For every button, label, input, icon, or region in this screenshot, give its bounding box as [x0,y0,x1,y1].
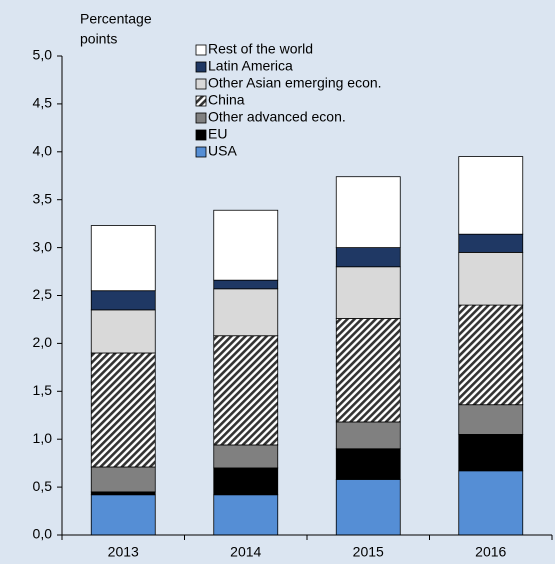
y-tick-label: 3,0 [33,238,53,254]
bar-segment [213,467,279,496]
y-tick-label: 2,5 [33,286,53,302]
bar-segment [335,479,401,536]
y-tick-label: 4,0 [33,143,53,159]
y-tick-label: 0,0 [33,526,53,542]
bar-segment [458,156,524,235]
x-tick-label: 2014 [230,544,261,560]
legend-swatch [195,78,207,90]
legend-swatch [195,146,207,158]
bar-segment [213,288,279,337]
bar-segment [458,404,524,435]
bar-segment [90,466,156,493]
y-axis-label: points [80,31,117,47]
bar-segment [458,304,524,406]
bar-segment [458,470,524,536]
bar-segment [90,225,156,292]
bar-segment [335,448,401,480]
legend-swatch [195,112,207,124]
bar-segment [90,491,156,496]
bar-segment [458,251,524,306]
y-axis-label: Percentage [80,11,152,27]
y-tick-label: 1,5 [33,382,53,398]
bar-segment [90,290,156,311]
bar-segment [213,335,279,446]
legend-label: China [208,92,245,108]
legend-label: USA [208,143,237,159]
bar-segment [458,233,524,253]
bar-segment [335,421,401,450]
x-tick-label: 2015 [353,544,384,560]
bar-segment [213,444,279,469]
legend-label: Rest of the world [208,41,313,57]
y-tick-label: 4,5 [33,95,53,111]
bar-segment [335,318,401,423]
y-tick-label: 0,5 [33,478,53,494]
bar-segment [213,209,279,281]
bar-segment [90,352,156,468]
y-tick-label: 5,0 [33,47,53,63]
legend-label: Latin America [208,58,293,74]
bar-segment [335,176,401,248]
bar-segment [335,266,401,319]
x-tick-label: 2016 [475,544,506,560]
bar-segment [90,494,156,536]
legend-swatch [195,95,207,107]
legend-swatch [195,129,207,141]
bar-segment [213,494,279,536]
legend-swatch [195,61,207,73]
x-tick-label: 2013 [108,544,139,560]
y-tick-label: 3,5 [33,190,53,206]
bar-segment [90,309,156,354]
y-tick-label: 1,0 [33,430,53,446]
legend-label: EU [208,126,227,142]
legend-swatch [195,44,207,56]
bar-segment [335,247,401,268]
y-tick-label: 2,0 [33,334,53,350]
legend-label: Other Asian emerging econ. [208,75,382,91]
bar-segment [213,279,279,290]
legend-label: Other advanced econ. [208,109,346,125]
bar-segment [458,434,524,472]
